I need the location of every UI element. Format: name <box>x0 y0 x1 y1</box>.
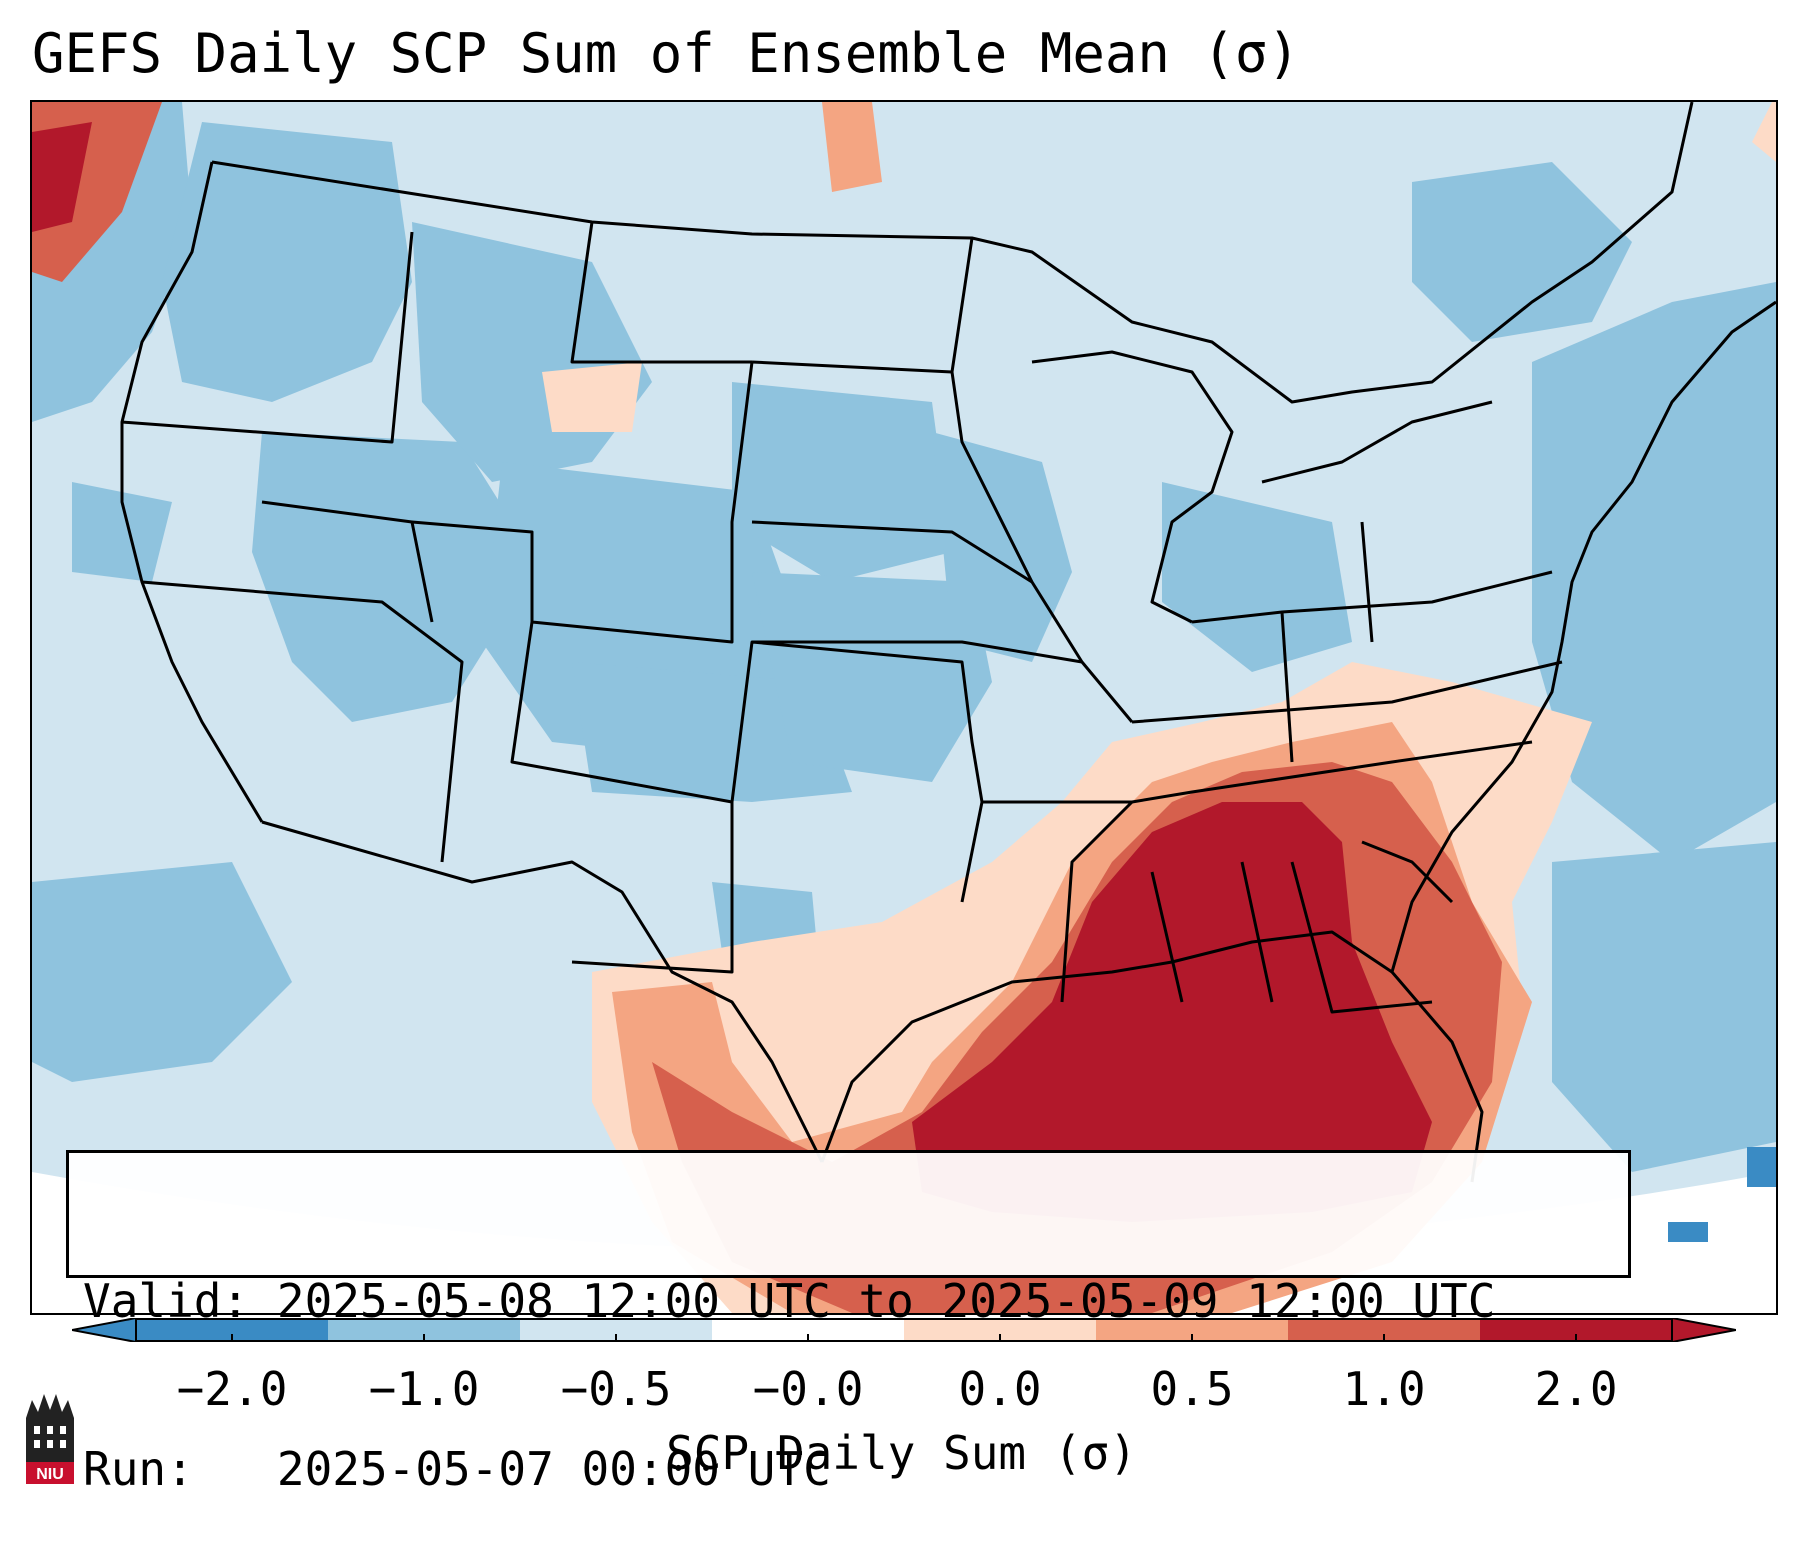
colorbar-label: SCP Daily Sum (σ) <box>666 1426 1137 1480</box>
valid-run-box: Valid: 2025-05-08 12:00 UTC to 2025-05-0… <box>66 1150 1631 1496</box>
niu-logo: NIU <box>26 1394 74 1484</box>
colorbar-tick-label: −0.5 <box>560 1362 672 1416</box>
colorbar-tick-label: −1.0 <box>368 1362 480 1416</box>
run-label: Run: <box>83 1442 194 1496</box>
colorbar-border <box>135 1318 1673 1342</box>
colorbar-extend-max <box>1671 1318 1736 1342</box>
colorbar-tick-label: −2.0 <box>176 1362 288 1416</box>
strong-neg-specks <box>1668 1147 1776 1242</box>
run-value: 2025-05-07 00:00 UTC <box>276 1442 831 1496</box>
colorbar-tick-label: 2.0 <box>1534 1362 1618 1416</box>
colorbar-tick-label: −0.0 <box>752 1362 864 1416</box>
colorbar-tick-label: 0.0 <box>958 1362 1042 1416</box>
run-line: Run: 2025-05-07 00:00 UTC <box>83 1441 1614 1497</box>
colorbar-tick-label: 0.5 <box>1150 1362 1234 1416</box>
map-title: GEFS Daily SCP Sum of Ensemble Mean (σ) <box>32 22 1300 85</box>
map-canvas <box>32 102 1776 1313</box>
colorbar <box>72 1318 1736 1342</box>
map-panel <box>30 100 1778 1315</box>
logo-text: NIU <box>36 1466 64 1483</box>
colorbar-tick-label: 1.0 <box>1342 1362 1426 1416</box>
borders <box>120 102 1776 1183</box>
neg-anomaly-regions <box>32 102 1776 1172</box>
colorbar-extend-min <box>72 1318 137 1342</box>
